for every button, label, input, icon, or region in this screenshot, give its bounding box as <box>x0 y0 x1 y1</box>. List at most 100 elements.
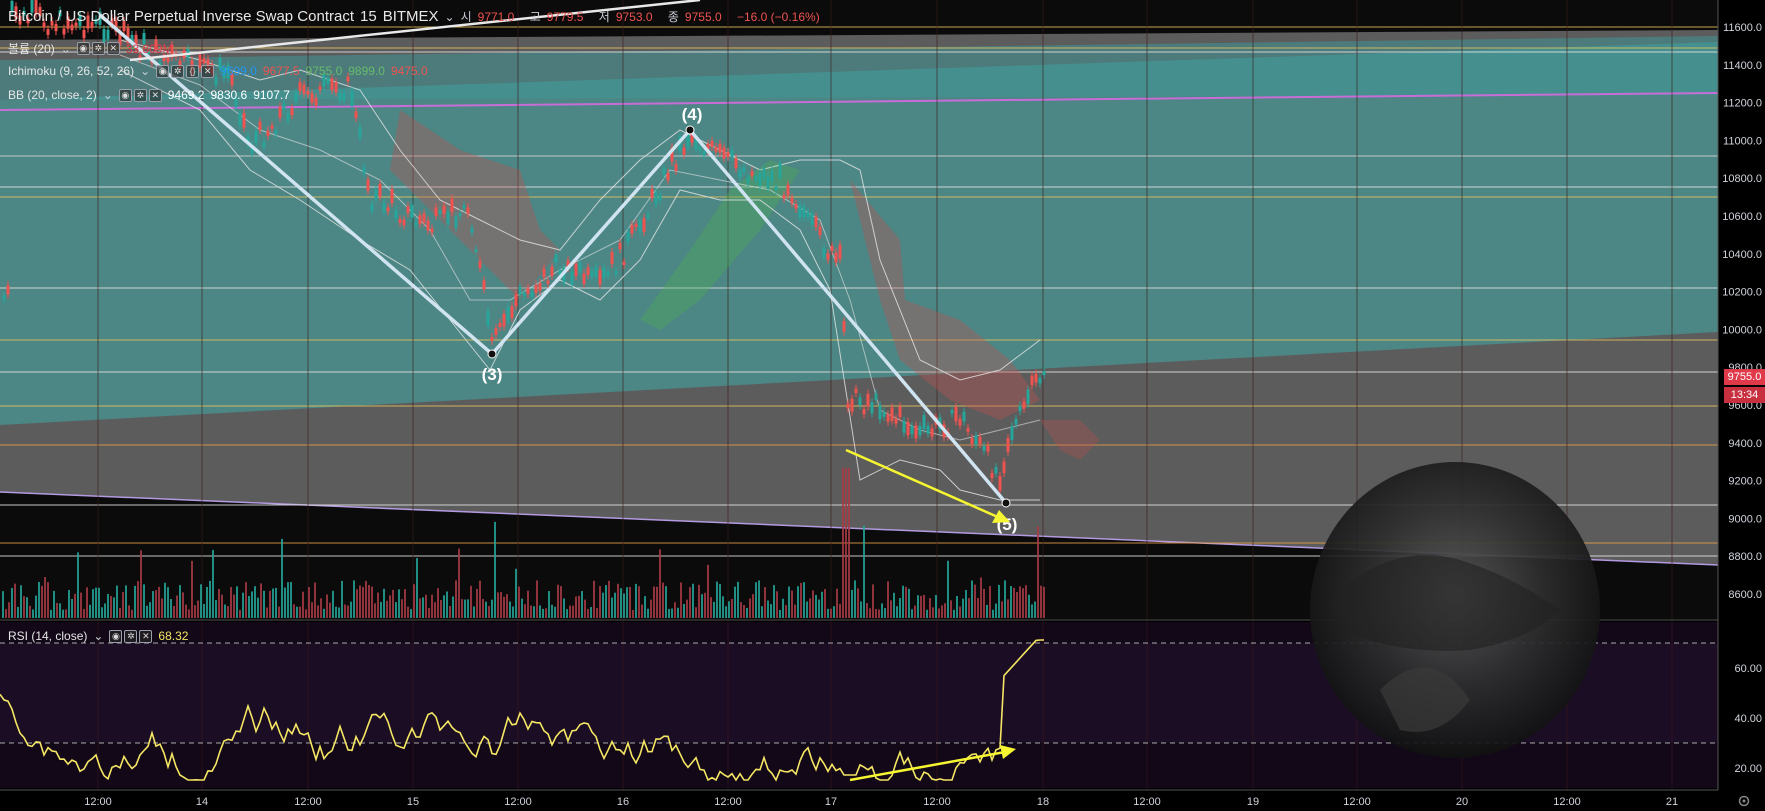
rsi-axis-label: 20.00 <box>1734 763 1762 775</box>
candle-body <box>650 188 654 198</box>
candle-body <box>202 58 206 64</box>
close-icon[interactable]: ✕ <box>139 629 153 643</box>
wave-5-point <box>1001 498 1011 508</box>
gear-icon[interactable]: ✲ <box>133 88 147 102</box>
volume-bar <box>431 594 433 618</box>
indicator-rsi-name[interactable]: RSI (14, close) <box>8 629 88 643</box>
indicator-volume-legend[interactable]: 볼륨 (20) ⌄ ◉ ✲ ✕ 33.809M <box>8 40 173 57</box>
symbol-title[interactable]: Bitcoin / US Dollar Perpetual Inverse Sw… <box>8 8 354 25</box>
close-icon[interactable]: ✕ <box>148 88 162 102</box>
volume-bar <box>338 607 340 618</box>
chevron-down-icon[interactable]: ⌄ <box>140 64 151 78</box>
candle-body <box>338 92 342 101</box>
indicator-bb-name[interactable]: BB (20, close, 2) <box>8 88 97 102</box>
eye-icon[interactable]: ◉ <box>109 629 123 643</box>
volume-bar <box>38 581 40 618</box>
candle-body <box>370 204 374 212</box>
volume-bar <box>710 597 712 618</box>
candle-body <box>622 261 626 265</box>
candle-body <box>414 221 418 226</box>
time-axis-label: 20 <box>1456 796 1468 808</box>
candle-body <box>378 183 382 197</box>
gear-icon[interactable]: ✲ <box>124 629 138 643</box>
rsi-axis-label: 60.00 <box>1734 663 1762 675</box>
candle-body <box>838 244 842 260</box>
exchange-label[interactable]: BITMEX <box>382 8 439 25</box>
time-axis-bg[interactable] <box>0 790 1765 811</box>
volume-bar <box>416 558 418 618</box>
volume-bar <box>248 595 250 618</box>
bb-lower <box>119 69 1040 501</box>
braces-icon[interactable]: {} <box>186 64 200 78</box>
candle-body <box>658 194 662 201</box>
candle-body <box>586 267 590 276</box>
indicator-controls[interactable]: ◉ ✲ ✕ <box>109 629 153 643</box>
candle-body <box>802 206 806 218</box>
volume-bar <box>830 608 832 618</box>
volume-bar <box>821 591 823 618</box>
chevron-down-icon[interactable]: ⌄ <box>444 9 455 24</box>
indicator-controls[interactable]: ◉ ✲ ✕ <box>76 42 120 55</box>
volume-bar <box>128 605 130 618</box>
volume-bar <box>266 607 268 618</box>
price-divergence-arrow <box>845 448 1001 520</box>
candle-body <box>694 137 698 150</box>
symbol-header[interactable]: Bitcoin / US Dollar Perpetual Inverse Sw… <box>8 8 826 25</box>
ichimoku-cloud-red-2 <box>850 180 1040 420</box>
candle-body <box>22 10 26 16</box>
indicator-controls[interactable]: ◉ ✲ ✕ <box>118 88 162 102</box>
close-icon[interactable]: ✕ <box>201 64 215 78</box>
volume-bar <box>860 601 862 618</box>
volume-bar <box>665 586 667 618</box>
indicator-rsi-legend[interactable]: RSI (14, close) ⌄ ◉ ✲ ✕ 68.32 <box>8 629 188 643</box>
indicator-volume-name[interactable]: 볼륨 (20) <box>8 42 55 56</box>
volume-bar <box>194 605 196 618</box>
volume-bar <box>155 590 157 618</box>
candle-body <box>898 406 902 418</box>
volume-bar <box>542 608 544 618</box>
volume-bar <box>608 580 610 618</box>
settings-gear-icon[interactable] <box>1738 795 1750 807</box>
volume-bar <box>704 592 706 618</box>
volume-bar <box>41 585 43 618</box>
chevron-down-icon[interactable]: ⌄ <box>93 629 104 643</box>
volume-bar <box>179 585 181 618</box>
candle-body <box>534 284 538 294</box>
interval-label[interactable]: 15 <box>360 8 377 25</box>
volume-bar <box>755 582 757 618</box>
candle-body <box>770 170 774 182</box>
candle-body <box>1038 378 1042 384</box>
close-icon[interactable]: ✕ <box>106 42 120 55</box>
volume-bar <box>86 587 88 618</box>
time-axis-label: 12:00 <box>1343 796 1371 808</box>
candle-body <box>846 403 850 409</box>
indicator-controls[interactable]: ◉ ✲{} ✕ <box>156 64 215 78</box>
chevron-down-icon[interactable]: ⌄ <box>60 41 71 56</box>
candle-body <box>422 213 426 223</box>
candle-body <box>926 425 930 434</box>
volume-bar <box>302 591 304 618</box>
volume-bar <box>863 525 865 618</box>
volume-bar <box>515 568 517 618</box>
volume-bar <box>53 590 55 618</box>
channel-top-line <box>0 92 1719 111</box>
eye-icon[interactable]: ◉ <box>156 64 170 78</box>
candle-body <box>362 167 366 174</box>
indicator-bb-legend[interactable]: BB (20, close, 2) ⌄ ◉ ✲ ✕ 9469.2 9830.6 91… <box>8 88 290 102</box>
volume-bar <box>584 599 586 618</box>
eye-icon[interactable]: ◉ <box>118 88 132 102</box>
candle-body <box>654 191 658 204</box>
volume-bar <box>872 584 874 618</box>
volume-bar <box>776 591 778 618</box>
gear-icon[interactable]: ✲ <box>91 42 105 55</box>
candle-body <box>890 407 894 421</box>
eye-icon[interactable]: ◉ <box>76 42 90 55</box>
indicator-ichimoku-legend[interactable]: Ichimoku (9, 26, 52, 26) ⌄ ◉ ✲{} ✕ 9699.0 … <box>8 64 428 78</box>
vertical-grid <box>97 0 1673 790</box>
volume-bar <box>791 590 793 618</box>
indicator-ichimoku-name[interactable]: Ichimoku (9, 26, 52, 26) <box>8 64 135 78</box>
volume-bar <box>80 592 82 618</box>
chevron-down-icon[interactable]: ⌄ <box>102 88 113 102</box>
gear-icon[interactable]: ✲ <box>171 64 185 78</box>
